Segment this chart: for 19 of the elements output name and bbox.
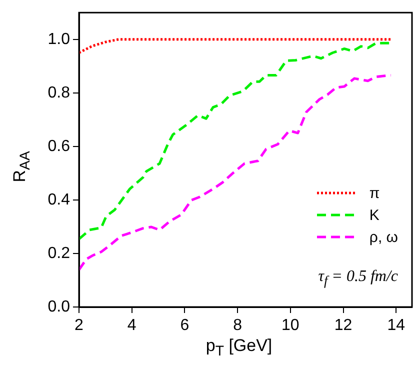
y-tick-label: 1.0 <box>48 30 70 48</box>
legend-label: K <box>369 206 380 224</box>
x-tick-label: 4 <box>127 317 136 334</box>
x-axis-title: p$_{T}$ [GeV] <box>204 336 274 360</box>
x-tick-label: 12 <box>334 317 352 334</box>
y-tick-label: 0.4 <box>48 191 70 208</box>
x-tick-label: 6 <box>180 317 190 334</box>
legend-label: ρ, ω <box>369 228 398 246</box>
y-tick-label: 0.0 <box>48 298 70 316</box>
y-tick-label: 0.2 <box>48 244 70 262</box>
line-series <box>79 38 392 54</box>
x-tick-label: 2 <box>74 317 84 334</box>
y-tick-label: 0.6 <box>48 138 70 155</box>
y-tick-label: 0.8 <box>48 84 70 102</box>
x-tick-label: 14 <box>387 317 406 334</box>
legend-label: π <box>369 184 380 202</box>
x-tick-label: 8 <box>233 317 242 334</box>
x-tick-label: 10 <box>282 317 300 334</box>
annotation: τ$_{f}$ = 0.5 fm/c <box>318 268 398 290</box>
